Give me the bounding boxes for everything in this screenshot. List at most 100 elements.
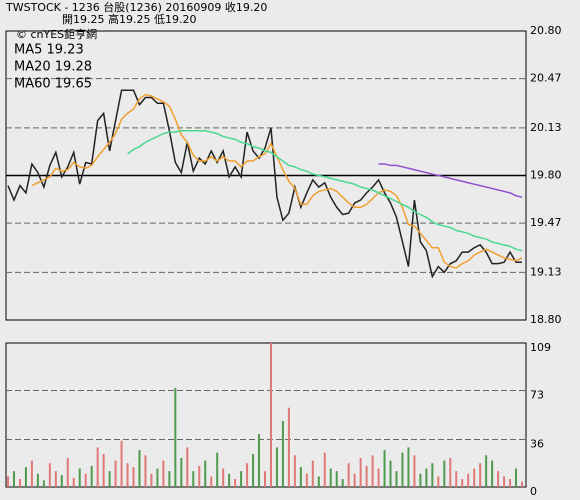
volume-bar	[389, 460, 392, 487]
y-tick-label: 19.47	[530, 216, 562, 229]
volume-bar	[419, 473, 422, 487]
volume-bar	[132, 467, 135, 487]
volume-bar	[108, 471, 111, 487]
volume-bar	[84, 473, 87, 487]
volume-bar	[431, 463, 434, 487]
y-tick-label: 73	[530, 389, 544, 402]
volume-bar	[7, 476, 9, 487]
legend-entry: MA60 19.65	[14, 77, 92, 92]
legend-entry: MA20 19.28	[14, 60, 92, 75]
chart-title: TWSTOCK - 1236 台股(1236) 20160909 收19.20	[5, 0, 267, 14]
volume-bar	[401, 452, 404, 487]
volume-bar	[180, 457, 183, 487]
y-tick-label: 20.80	[530, 24, 562, 37]
volume-bar	[395, 471, 398, 487]
volume-bar	[24, 467, 27, 487]
volume-bar	[347, 463, 350, 487]
volume-bar	[126, 463, 129, 487]
volume-bar	[60, 475, 63, 487]
volume-bar	[258, 434, 261, 487]
volume-bar	[329, 468, 332, 487]
volume-bar	[521, 481, 523, 487]
y-tick-label: 19.13	[530, 265, 562, 278]
volume-bar	[264, 471, 266, 487]
chart-subtitle: 開19.25 高19.25 低19.20	[62, 12, 196, 26]
y-tick-label: 20.47	[530, 72, 562, 85]
volume-bar	[305, 473, 308, 487]
volume-bar	[311, 460, 314, 487]
legend-entry: MA5 19.23	[14, 43, 84, 58]
volume-bar	[12, 471, 15, 487]
y-tick-label: 109	[530, 341, 551, 354]
price-line	[7, 89, 522, 279]
volume-bar	[287, 407, 290, 487]
volume-bar	[359, 457, 362, 487]
y-tick-label: 0	[530, 485, 537, 498]
volume-bar	[198, 465, 201, 487]
volume-bar	[210, 476, 213, 487]
y-tick-label: 20.13	[530, 121, 562, 134]
volume-bar	[30, 460, 33, 487]
volume-bar	[144, 455, 147, 487]
volume-bar	[509, 479, 512, 487]
volume-bar	[114, 460, 117, 487]
volume-bar	[269, 343, 272, 487]
price-line	[378, 163, 523, 198]
volume-bar	[407, 447, 410, 487]
volume-bar	[36, 473, 39, 487]
volume-bar	[377, 468, 380, 487]
volume-bar	[216, 452, 219, 487]
volume-bar	[120, 440, 123, 487]
volume-bar	[425, 468, 428, 487]
volume-bar	[479, 463, 482, 487]
volume-bar	[252, 453, 255, 487]
volume-bar	[150, 473, 153, 487]
source-annotation: © cnYES鉅亨網	[16, 27, 97, 41]
volume-bar	[102, 453, 105, 487]
volume-bar	[138, 450, 141, 487]
volume-bar	[449, 457, 452, 487]
volume-bar	[437, 476, 440, 487]
volume-bar	[491, 460, 494, 487]
volume-bar	[323, 452, 326, 487]
volume-bar	[281, 420, 284, 487]
volume-bar	[78, 468, 81, 487]
volume-bar	[66, 457, 69, 487]
volume-bar	[485, 455, 488, 487]
y-tick-label: 36	[530, 437, 544, 450]
volume-bar	[90, 465, 93, 487]
volume-bar	[192, 471, 195, 487]
volume-bar	[335, 471, 338, 487]
volume-bar	[443, 460, 446, 487]
volume-bar	[341, 479, 344, 487]
y-tick-label: 19.80	[530, 169, 562, 182]
volume-bar	[72, 477, 75, 487]
volume-bar	[174, 387, 177, 487]
volume-bar	[96, 447, 99, 487]
volume-bar	[18, 479, 21, 487]
volume-bar	[461, 479, 464, 487]
volume-bar	[455, 471, 458, 487]
volume-bar	[497, 471, 500, 487]
volume-bar	[365, 465, 368, 487]
volume-bar	[162, 460, 165, 487]
volume-bar	[353, 473, 356, 487]
volume-bar	[168, 471, 171, 487]
volume-bar	[413, 455, 416, 487]
volume-bar	[48, 463, 51, 487]
volume-bar	[293, 455, 296, 487]
y-tick-label: 18.80	[530, 313, 562, 326]
volume-bar	[186, 447, 189, 487]
volume-bar	[228, 473, 231, 487]
volume-bar	[383, 450, 386, 487]
price-line	[127, 129, 523, 252]
volume-bar	[222, 468, 225, 487]
volume-bar	[246, 463, 249, 487]
volume-bar	[503, 476, 506, 487]
volume-bar	[54, 471, 57, 487]
volume-bar	[467, 473, 470, 487]
volume-bar	[156, 468, 159, 487]
